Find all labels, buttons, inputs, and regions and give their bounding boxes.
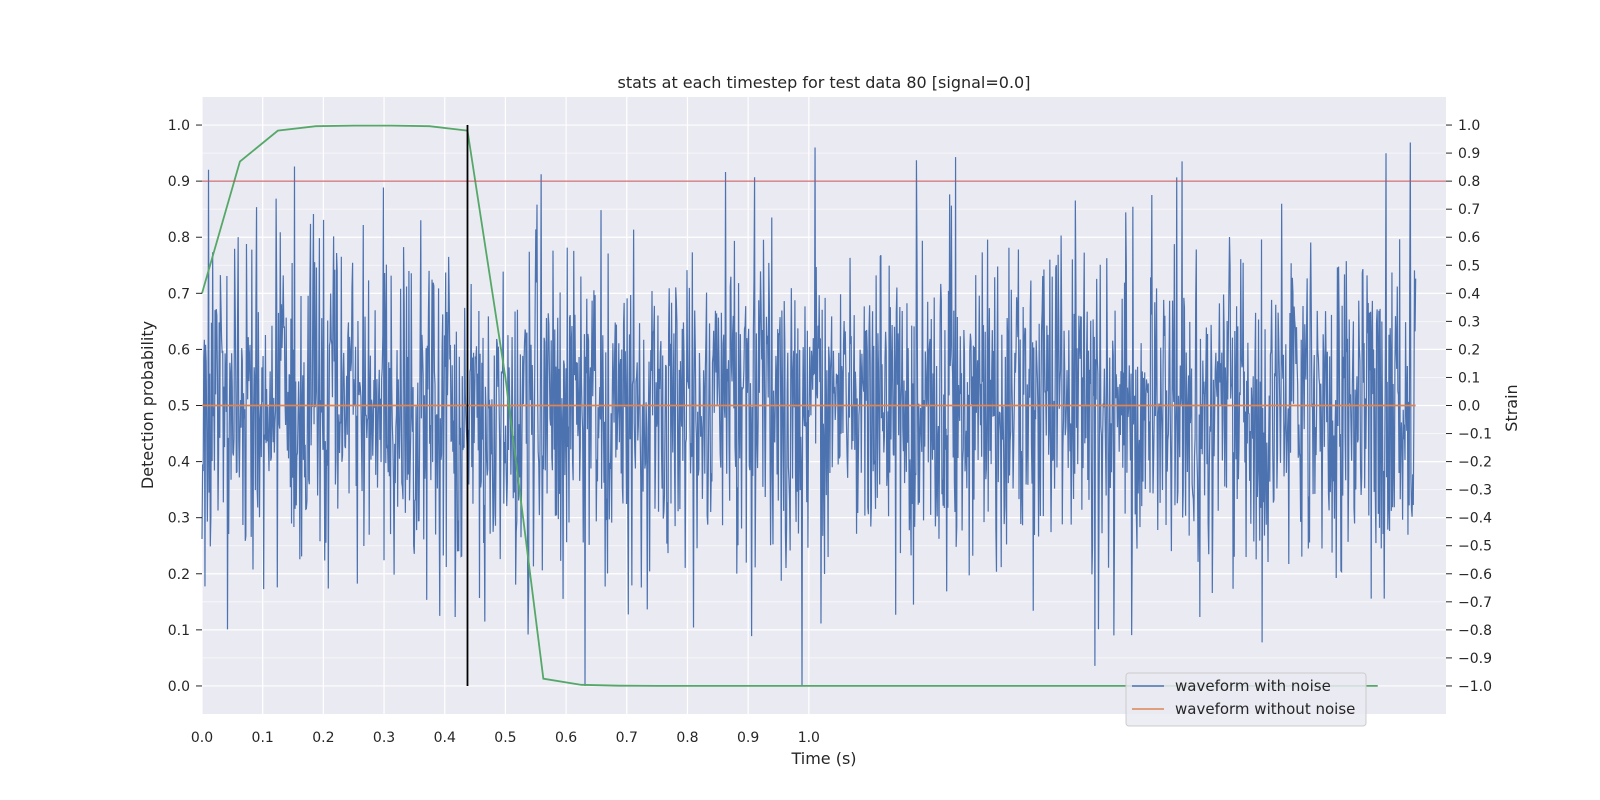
y-right-tick-label: 1.0	[1458, 118, 1480, 134]
y-right-tick-label: 0.0	[1458, 399, 1480, 415]
y-left-tick-label: 0.2	[168, 567, 190, 583]
y-right-tick-label: 0.7	[1458, 202, 1480, 218]
y-left-tick-label: 1.0	[168, 118, 190, 134]
y-left-tick-label: 0.1	[168, 623, 190, 639]
y-right-tick-label: −0.9	[1458, 651, 1492, 667]
y-right-tick-label: 0.6	[1458, 230, 1480, 246]
x-tick-label: 0.2	[312, 730, 334, 746]
y-right-tick-label: 0.2	[1458, 342, 1480, 358]
legend-label-waveform-without-noise: waveform without noise	[1175, 700, 1355, 718]
y-left-tick-label: 0.6	[168, 342, 190, 358]
y-left-tick-label: 0.8	[168, 230, 190, 246]
series-layer	[201, 124, 1446, 687]
x-tick-label: 0.6	[555, 730, 577, 746]
y-right-tick-label: −0.6	[1458, 567, 1492, 583]
legend-label-waveform-with-noise: waveform with noise	[1175, 677, 1331, 695]
y-right-tick-label: −0.7	[1458, 595, 1492, 611]
y-right-tick-label: −0.8	[1458, 623, 1492, 639]
chart-title: stats at each timestep for test data 80 …	[618, 73, 1031, 92]
series-waveform-with-noise	[201, 142, 1417, 686]
x-tick-label: 0.8	[676, 730, 698, 746]
y-right-tick-label: −0.2	[1458, 455, 1492, 471]
y-left-tick-labels: 0.0 0.1 0.2 0.3 0.4 0.5 0.6 0.7 0.8 0.9 1.0	[168, 118, 202, 695]
x-tick-label: 0.0	[191, 730, 213, 746]
y-right-tick-label: −0.4	[1458, 511, 1492, 527]
y-left-tick-label: 0.0	[168, 679, 190, 695]
x-tick-labels: 0.0 0.1 0.2 0.3 0.4 0.5 0.6 0.7 0.8 0.9 1.0	[191, 730, 820, 746]
x-tick-label: 0.1	[252, 730, 274, 746]
series-2	[201, 124, 1378, 687]
y-right-tick-label: 0.1	[1458, 370, 1480, 386]
y-left-tick-label: 0.9	[168, 174, 190, 190]
y-right-tick-label: 0.4	[1458, 286, 1480, 302]
y-right-tick-label: 0.9	[1458, 146, 1480, 162]
y-right-tick-label: −1.0	[1458, 679, 1492, 695]
y-left-tick-label: 0.5	[168, 399, 190, 415]
y-left-tick-label: 0.7	[168, 286, 190, 302]
x-tick-label: 0.7	[616, 730, 638, 746]
y-right-tick-label: −0.1	[1458, 427, 1492, 443]
x-tick-label: 0.5	[494, 730, 516, 746]
y-right-tick-label: −0.3	[1458, 483, 1492, 499]
y-right-tick-label: 0.8	[1458, 174, 1480, 190]
x-tick-label: 1.0	[798, 730, 820, 746]
y-left-axis-title: Detection probability	[138, 321, 157, 489]
y-right-tick-labels: 1.0 0.9 0.8 0.7 0.6 0.5 0.4 0.3 0.2 0.1 0.0 −0.1 −0.…	[1446, 118, 1492, 695]
y-right-axis-title: Strain	[1502, 384, 1521, 431]
x-tick-label: 0.3	[373, 730, 395, 746]
y-left-tick-label: 0.3	[168, 511, 190, 527]
y-right-tick-label: 0.3	[1458, 314, 1480, 330]
x-tick-label: 0.9	[737, 730, 759, 746]
legend: waveform with noise waveform without noi…	[1125, 672, 1367, 727]
y-right-tick-label: −0.5	[1458, 539, 1492, 555]
x-axis-title: Time (s)	[790, 749, 856, 768]
legend-box	[1125, 672, 1367, 727]
y-right-tick-label: 0.5	[1458, 258, 1480, 274]
x-tick-label: 0.4	[434, 730, 456, 746]
y-left-tick-label: 0.4	[168, 455, 190, 471]
